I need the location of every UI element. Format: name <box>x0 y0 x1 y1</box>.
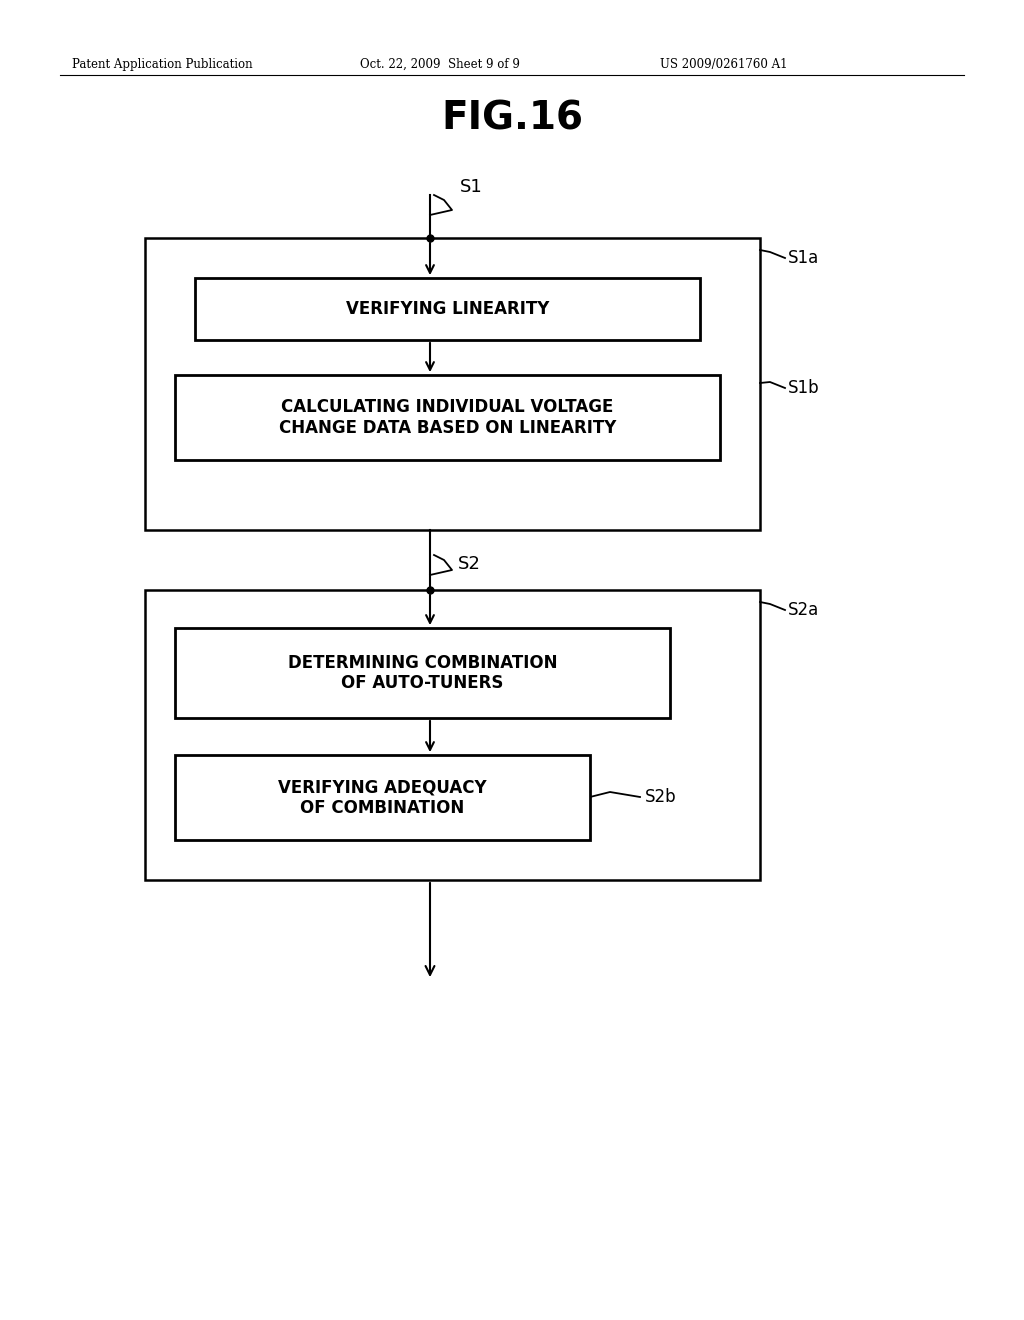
Bar <box>145 590 760 880</box>
Bar <box>195 279 700 341</box>
Text: DETERMINING COMBINATION
OF AUTO-TUNERS: DETERMINING COMBINATION OF AUTO-TUNERS <box>288 653 557 693</box>
Text: S1b: S1b <box>788 379 819 397</box>
Text: Oct. 22, 2009  Sheet 9 of 9: Oct. 22, 2009 Sheet 9 of 9 <box>360 58 520 71</box>
Text: FIG.16: FIG.16 <box>441 100 583 139</box>
Text: Patent Application Publication: Patent Application Publication <box>72 58 253 71</box>
Text: S2b: S2b <box>645 788 677 807</box>
Text: S2a: S2a <box>788 601 819 619</box>
Text: US 2009/0261760 A1: US 2009/0261760 A1 <box>660 58 787 71</box>
Bar <box>175 628 670 718</box>
Bar <box>175 755 590 840</box>
Text: S1a: S1a <box>788 249 819 267</box>
Text: S2: S2 <box>458 554 481 573</box>
Text: CALCULATING INDIVIDUAL VOLTAGE
CHANGE DATA BASED ON LINEARITY: CALCULATING INDIVIDUAL VOLTAGE CHANGE DA… <box>279 399 616 437</box>
Bar <box>175 375 720 459</box>
Text: VERIFYING ADEQUACY
OF COMBINATION: VERIFYING ADEQUACY OF COMBINATION <box>279 777 486 817</box>
Text: S1: S1 <box>460 178 482 195</box>
Bar <box>145 238 760 531</box>
Text: VERIFYING LINEARITY: VERIFYING LINEARITY <box>346 300 549 318</box>
